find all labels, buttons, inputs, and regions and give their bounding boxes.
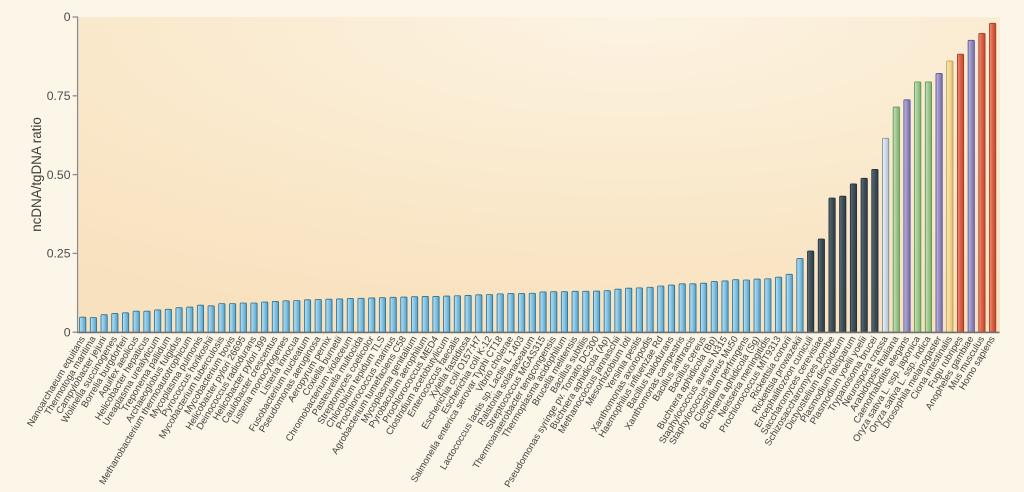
- svg-text:0.50: 0.50: [47, 168, 71, 182]
- svg-text:0: 0: [64, 10, 71, 24]
- svg-text:0.75: 0.75: [47, 89, 71, 103]
- svg-text:0.25: 0.25: [47, 247, 71, 261]
- svg-text:0: 0: [64, 325, 71, 339]
- svg-text:ncDNA/tgDNA ratio: ncDNA/tgDNA ratio: [29, 117, 44, 232]
